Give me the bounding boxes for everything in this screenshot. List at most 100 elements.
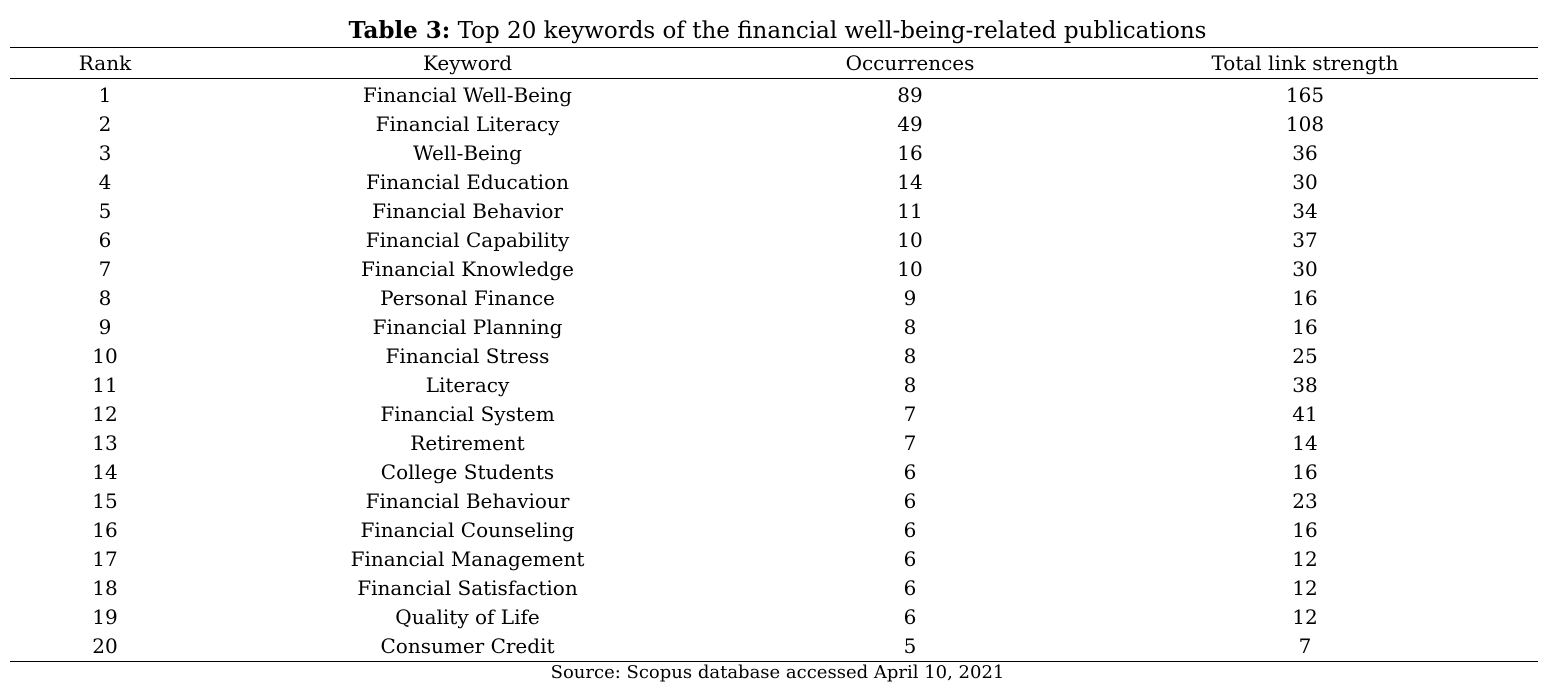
header-keyword: Keyword <box>422 51 513 75</box>
cell-rank: 13 <box>92 431 118 455</box>
cell-keyword: Financial Planning <box>372 315 563 339</box>
cell-occurrences: 49 <box>897 112 923 136</box>
cell-occurrences: 16 <box>897 141 923 165</box>
cell-rank: 3 <box>98 141 112 165</box>
cell-keyword: College Students <box>380 460 555 484</box>
table-row: 13 Retirement 7 14 <box>10 429 1538 458</box>
cell-rank: 9 <box>98 315 112 339</box>
table-row: 16 Financial Counseling 6 16 <box>10 516 1538 545</box>
table-row: 1 Financial Well-Being 89 165 <box>10 81 1538 110</box>
cell-rank: 14 <box>92 460 118 484</box>
cell-total-link-strength: 108 <box>1285 112 1325 136</box>
cell-total-link-strength: 7 <box>1298 634 1312 658</box>
cell-occurrences: 6 <box>903 489 917 513</box>
table-row: 4 Financial Education 14 30 <box>10 168 1538 197</box>
cell-total-link-strength: 165 <box>1285 83 1325 107</box>
cell-occurrences: 6 <box>903 605 917 629</box>
cell-total-link-strength: 16 <box>1292 286 1318 310</box>
cell-total-link-strength: 41 <box>1292 402 1318 426</box>
cell-occurrences: 7 <box>903 402 917 426</box>
cell-rank: 16 <box>92 518 118 542</box>
cell-rank: 7 <box>98 257 112 281</box>
cell-keyword: Literacy <box>425 373 510 397</box>
cell-keyword: Financial Counseling <box>360 518 575 542</box>
cell-rank: 10 <box>92 344 118 368</box>
cell-rank: 12 <box>92 402 118 426</box>
cell-total-link-strength: 12 <box>1292 576 1318 600</box>
cell-occurrences: 14 <box>897 170 923 194</box>
table-row: 9 Financial Planning 8 16 <box>10 313 1538 342</box>
table-row: 19 Quality of Life 6 12 <box>10 603 1538 632</box>
cell-occurrences: 6 <box>903 576 917 600</box>
cell-total-link-strength: 38 <box>1292 373 1318 397</box>
cell-keyword: Financial Capability <box>365 228 570 252</box>
table-caption-text: Top 20 keywords of the financial well-be… <box>457 18 1207 44</box>
cell-total-link-strength: 34 <box>1292 199 1318 223</box>
cell-keyword: Financial Behaviour <box>365 489 570 513</box>
cell-occurrences: 6 <box>903 518 917 542</box>
table-source-note: Source: Scopus database accessed April 1… <box>550 662 1005 683</box>
cell-occurrences: 7 <box>903 431 917 455</box>
table-row: 14 College Students 6 16 <box>10 458 1538 487</box>
header-occurrences: Occurrences <box>845 51 975 75</box>
cell-occurrences: 5 <box>903 634 917 658</box>
cell-rank: 4 <box>98 170 112 194</box>
cell-keyword: Consumer Credit <box>380 634 555 658</box>
table-body: 1 Financial Well-Being 89 165 2 Financial Lit… <box>10 81 1538 661</box>
cell-rank: 11 <box>92 373 118 397</box>
table-row: 20 Consumer Credit 5 7 <box>10 632 1538 661</box>
cell-total-link-strength: 12 <box>1292 547 1318 571</box>
cell-keyword: Financial Stress <box>385 344 550 368</box>
cell-total-link-strength: 25 <box>1292 344 1318 368</box>
cell-occurrences: 10 <box>897 257 923 281</box>
cell-occurrences: 6 <box>903 547 917 571</box>
table-row: 15 Financial Behaviour 6 23 <box>10 487 1538 516</box>
keywords-table: Rank Keyword Occurrences Total link stre… <box>10 47 1538 662</box>
cell-total-link-strength: 16 <box>1292 518 1318 542</box>
cell-rank: 1 <box>98 83 112 107</box>
header-rank: Rank <box>78 51 132 75</box>
cell-keyword: Financial Literacy <box>375 112 560 136</box>
cell-keyword: Financial Behavior <box>372 199 563 223</box>
cell-total-link-strength: 16 <box>1292 315 1318 339</box>
cell-keyword: Financial Well-Being <box>362 83 573 107</box>
cell-keyword: Financial Management <box>350 547 585 571</box>
cell-total-link-strength: 23 <box>1292 489 1318 513</box>
table-row: 6 Financial Capability 10 37 <box>10 226 1538 255</box>
cell-total-link-strength: 14 <box>1292 431 1318 455</box>
cell-occurrences: 9 <box>903 286 917 310</box>
cell-rank: 20 <box>92 634 118 658</box>
table-row: 12 Financial System 7 41 <box>10 400 1538 429</box>
cell-occurrences: 89 <box>897 83 923 107</box>
table-row: 10 Financial Stress 8 25 <box>10 342 1538 371</box>
table-row: 8 Personal Finance 9 16 <box>10 284 1538 313</box>
cell-occurrences: 6 <box>903 460 917 484</box>
cell-rank: 15 <box>92 489 118 513</box>
cell-rank: 19 <box>92 605 118 629</box>
cell-keyword: Quality of Life <box>395 605 540 629</box>
table-header-row: Rank Keyword Occurrences Total link stre… <box>10 48 1538 79</box>
cell-rank: 18 <box>92 576 118 600</box>
cell-rank: 8 <box>98 286 112 310</box>
table-row: 3 Well-Being 16 36 <box>10 139 1538 168</box>
table-row: 18 Financial Satisfaction 6 12 <box>10 574 1538 603</box>
table-row: 5 Financial Behavior 11 34 <box>10 197 1538 226</box>
table-caption-label: Table 3: <box>348 17 451 44</box>
cell-occurrences: 10 <box>897 228 923 252</box>
cell-keyword: Financial Satisfaction <box>357 576 578 600</box>
table-row: 17 Financial Management 6 12 <box>10 545 1538 574</box>
cell-total-link-strength: 37 <box>1292 228 1318 252</box>
table-caption: Table 3: Top 20 keywords of the financia… <box>0 14 1555 48</box>
cell-keyword: Personal Finance <box>380 286 555 310</box>
table-row: 7 Financial Knowledge 10 30 <box>10 255 1538 284</box>
cell-occurrences: 8 <box>903 373 917 397</box>
cell-total-link-strength: 30 <box>1292 257 1318 281</box>
table-row: 2 Financial Literacy 49 108 <box>10 110 1538 139</box>
cell-rank: 6 <box>98 228 112 252</box>
cell-total-link-strength: 16 <box>1292 460 1318 484</box>
cell-total-link-strength: 30 <box>1292 170 1318 194</box>
cell-rank: 17 <box>92 547 118 571</box>
cell-keyword: Retirement <box>410 431 525 455</box>
cell-keyword: Financial Education <box>366 170 569 194</box>
cell-occurrences: 8 <box>903 315 917 339</box>
